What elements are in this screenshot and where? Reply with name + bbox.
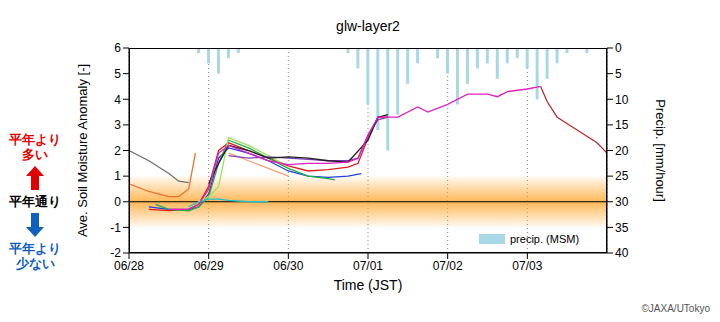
svg-text:Time (JST): Time (JST): [334, 277, 403, 293]
svg-text:-1: -1: [110, 221, 121, 235]
svg-text:0: 0: [615, 41, 622, 55]
svg-text:4: 4: [114, 93, 121, 107]
svg-text:2: 2: [114, 144, 121, 158]
html-text:平年より少ない: 平年より少ない: [9, 241, 61, 271]
svg-text:30: 30: [615, 195, 629, 209]
svg-text:06/29: 06/29: [194, 259, 224, 273]
html-text:平年通り: 平年通り: [9, 194, 61, 209]
svg-text:20: 20: [615, 144, 629, 158]
svg-text:1: 1: [114, 169, 121, 183]
svg-text:35: 35: [615, 221, 629, 235]
svg-text:-2: -2: [110, 246, 121, 260]
svg-text:6: 6: [114, 41, 121, 55]
svg-text:07/01: 07/01: [353, 259, 383, 273]
svg-text:0: 0: [114, 195, 121, 209]
svg-text:40: 40: [615, 246, 629, 260]
html-text:©JAXA/UTokyo: ©JAXA/UTokyo: [641, 303, 710, 314]
svg-text:15: 15: [615, 118, 629, 132]
svg-text:06/30: 06/30: [273, 259, 303, 273]
svg-text:3: 3: [114, 118, 121, 132]
svg-text:Ave. Soil Moisture Anomaly [-]: Ave. Soil Moisture Anomaly [-]: [75, 64, 90, 237]
svg-text:10: 10: [615, 93, 629, 107]
svg-text:5: 5: [114, 67, 121, 81]
svg-text:5: 5: [615, 67, 622, 81]
html-text:平年より多い: 平年より多い: [9, 132, 61, 162]
svg-text:07/02: 07/02: [433, 259, 463, 273]
svg-text:06/28: 06/28: [114, 259, 144, 273]
html-text:glw-layer2: glw-layer2: [336, 18, 400, 34]
html-text:precip. (MSM): precip. (MSM): [510, 233, 580, 245]
svg-text:07/03: 07/03: [512, 259, 542, 273]
svg-text:Precip. [mm/hour]: Precip. [mm/hour]: [653, 99, 668, 202]
svg-text:25: 25: [615, 169, 629, 183]
